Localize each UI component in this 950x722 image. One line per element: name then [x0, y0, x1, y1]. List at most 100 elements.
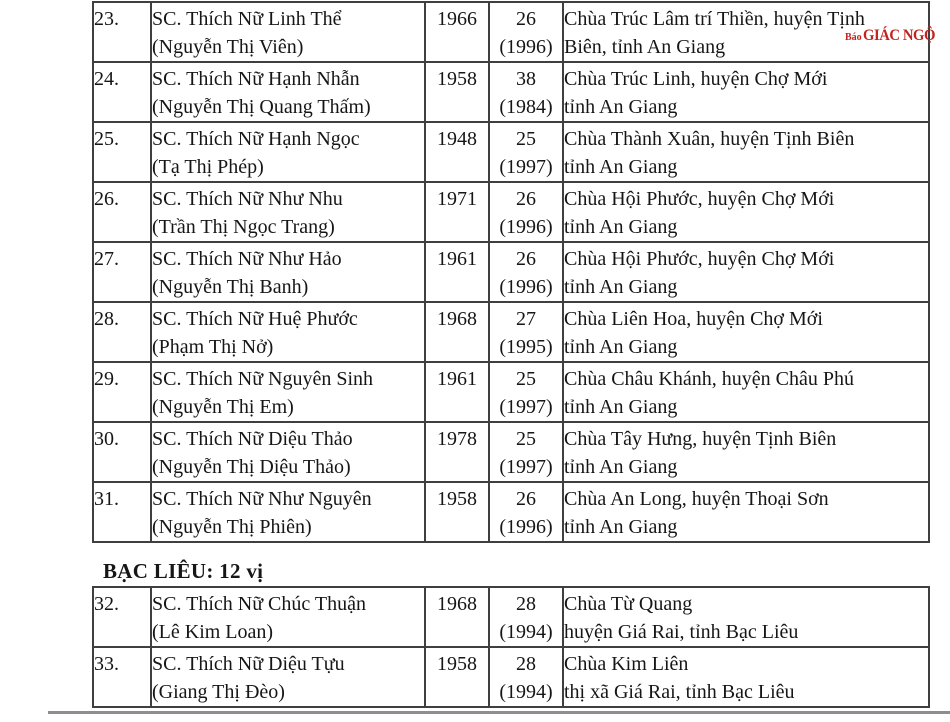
cell-line: (Phạm Thị Nở) — [152, 336, 274, 358]
watermark-prefix: Báo — [845, 32, 862, 43]
cell-line: 26 — [516, 248, 536, 270]
cell-birth-year: 1961 — [424, 241, 490, 303]
cell-line: 32. — [94, 593, 119, 615]
cell-line: (1997) — [499, 156, 553, 178]
cell-no: 29. — [92, 361, 152, 423]
cell-name: SC. Thích Nữ Như Nguyên (Nguyễn Thị Phiên… — [150, 481, 426, 543]
cell-line: (Trần Thị Ngọc Trang) — [152, 216, 335, 238]
cell-line: Biên, tỉnh An Giang — [564, 36, 726, 58]
cell-line: Chùa Từ Quang — [564, 593, 693, 615]
cell-location: Chùa Liên Hoa, huyện Chợ Mới tỉnh An Gian… — [562, 301, 930, 363]
cell-line: 33. — [94, 653, 119, 675]
cell-line: 38 — [516, 68, 536, 90]
cell-name: SC. Thích Nữ Hạnh Nhẫn (Nguyễn Thị Quang … — [150, 61, 426, 123]
table-row: 31. SC. Thích Nữ Như Nguyên (Nguyễn Thị Ph… — [92, 481, 930, 543]
cell-line: 28. — [94, 308, 119, 330]
cell-line: 28 — [516, 653, 536, 675]
cell-line: Chùa Thành Xuân, huyện Tịnh Biên — [564, 128, 855, 150]
cell-line: (Giang Thị Đèo) — [152, 681, 285, 703]
cell-line: 1978 — [437, 428, 477, 450]
cell-line: thị xã Giá Rai, tỉnh Bạc Liêu — [564, 681, 795, 703]
cell-no: 30. — [92, 421, 152, 483]
cell-line: 27. — [94, 248, 119, 270]
cell-line: 25 — [516, 368, 536, 390]
cell-location: Chùa Hội Phước, huyện Chợ Mới tỉnh An Gia… — [562, 241, 930, 303]
watermark-name: GIÁC NGỘ — [862, 27, 935, 44]
cell-line: (1996) — [499, 36, 553, 58]
cell-no: 25. — [92, 121, 152, 183]
cell-line: 26 — [516, 488, 536, 510]
cell-line: 25 — [516, 428, 536, 450]
cell-birth-year: 1968 — [424, 301, 490, 363]
cell-line: 26 — [516, 8, 536, 30]
cell-location: Chùa Từ Quang huyện Giá Rai, tỉnh Bạc Liê… — [562, 586, 930, 648]
cell-line: Chùa Tây Hưng, huyện Tịnh Biên — [564, 428, 837, 450]
cell-line: (Nguyễn Thị Em) — [152, 396, 294, 418]
table-row: 29. SC. Thích Nữ Nguyên Sinh (Nguyễn Thị E… — [92, 361, 930, 423]
table-row: 23. SC. Thích Nữ Linh Thể (Nguyễn Thị Viên… — [92, 1, 930, 63]
cell-line: SC. Thích Nữ Như Hảo — [152, 248, 342, 270]
cell-name: SC. Thích Nữ Linh Thể (Nguyễn Thị Viên) — [150, 1, 426, 63]
cell-name: SC. Thích Nữ Diệu Tựu (Giang Thị Đèo) — [150, 646, 426, 708]
cell-line: 1958 — [437, 653, 477, 675]
cell-line: tỉnh An Giang — [564, 336, 678, 358]
table-row: 24. SC. Thích Nữ Hạnh Nhẫn (Nguyễn Thị Qua… — [92, 61, 930, 123]
cell-line: Chùa Liên Hoa, huyện Chợ Mới — [564, 308, 823, 330]
cell-line: 23. — [94, 8, 119, 30]
cell-birth-year: 1966 — [424, 1, 490, 63]
cell-name: SC. Thích Nữ Huệ Phước (Phạm Thị Nở) — [150, 301, 426, 363]
cell-line: Chùa Hội Phước, huyện Chợ Mới — [564, 188, 835, 210]
cell-line: tỉnh An Giang — [564, 156, 678, 178]
cell-line: huyện Giá Rai, tỉnh Bạc Liêu — [564, 621, 799, 643]
cell-line: (Lê Kim Loan) — [152, 621, 274, 643]
table-row: 25. SC. Thích Nữ Hạnh Ngọc (Tạ Thị Phép) 19… — [92, 121, 930, 183]
cell-line: (Tạ Thị Phép) — [152, 156, 264, 178]
cell-age: 26 (1996) — [488, 241, 564, 303]
cell-line: SC. Thích Nữ Linh Thể — [152, 8, 342, 30]
cell-line: 1948 — [437, 128, 477, 150]
cell-line: 24. — [94, 68, 119, 90]
cell-line: (1984) — [499, 96, 553, 118]
cell-line: Chùa Kim Liên — [564, 653, 689, 675]
cell-location: Chùa Kim Liên thị xã Giá Rai, tỉnh Bạc Li… — [562, 646, 930, 708]
cell-location: Chùa Thành Xuân, huyện Tịnh Biên tỉnh An … — [562, 121, 930, 183]
cell-line: (Nguyễn Thị Viên) — [152, 36, 304, 58]
cell-no: 24. — [92, 61, 152, 123]
cell-line: 25 — [516, 128, 536, 150]
cell-name: SC. Thích Nữ Chúc Thuận (Lê Kim Loan) — [150, 586, 426, 648]
cell-location: Chùa Trúc Linh, huyện Chợ Mới tỉnh An Gia… — [562, 61, 930, 123]
cell-name: SC. Thích Nữ Diệu Thảo (Nguyễn Thị Diệu T… — [150, 421, 426, 483]
table-row: 26. SC. Thích Nữ Như Nhu (Trần Thị Ngọc Tr… — [92, 181, 930, 243]
cell-line: (1997) — [499, 396, 553, 418]
cell-line: 1958 — [437, 488, 477, 510]
cell-age: 26 (1996) — [488, 181, 564, 243]
cell-no: 33. — [92, 646, 152, 708]
cell-location: Chùa Châu Khánh, huyện Châu Phú tỉnh An G… — [562, 361, 930, 423]
table-row: 28. SC. Thích Nữ Huệ Phước (Phạm Thị Nở) 19… — [92, 301, 930, 363]
cell-no: 32. — [92, 586, 152, 648]
cell-line: (1996) — [499, 216, 553, 238]
cell-line: (1997) — [499, 456, 553, 478]
cell-line: tỉnh An Giang — [564, 276, 678, 298]
cell-age: 28 (1994) — [488, 646, 564, 708]
cell-age: 38 (1984) — [488, 61, 564, 123]
cell-age: 27 (1995) — [488, 301, 564, 363]
cell-name: SC. Thích Nữ Như Hảo (Nguyễn Thị Banh) — [150, 241, 426, 303]
cell-birth-year: 1958 — [424, 481, 490, 543]
cell-no: 23. — [92, 1, 152, 63]
cell-line: (1996) — [499, 516, 553, 538]
table-bac-lieu: 32. SC. Thích Nữ Chúc Thuận (Lê Kim Loan) 1… — [92, 586, 930, 708]
cell-age: 25 (1997) — [488, 121, 564, 183]
cell-birth-year: 1968 — [424, 586, 490, 648]
cell-line: 27 — [516, 308, 536, 330]
cell-birth-year: 1971 — [424, 181, 490, 243]
cell-age: 25 (1997) — [488, 421, 564, 483]
cell-line: Chùa Trúc Linh, huyện Chợ Mới — [564, 68, 828, 90]
cell-line: SC. Thích Nữ Hạnh Nhẫn — [152, 68, 360, 90]
table-row: 30. SC. Thích Nữ Diệu Thảo (Nguyễn Thị Diệ… — [92, 421, 930, 483]
cell-line: 1971 — [437, 188, 477, 210]
cell-age: 25 (1997) — [488, 361, 564, 423]
cell-line: 1968 — [437, 308, 477, 330]
cell-line: SC. Thích Nữ Như Nhu — [152, 188, 343, 210]
cell-line: Chùa Châu Khánh, huyện Châu Phú — [564, 368, 854, 390]
